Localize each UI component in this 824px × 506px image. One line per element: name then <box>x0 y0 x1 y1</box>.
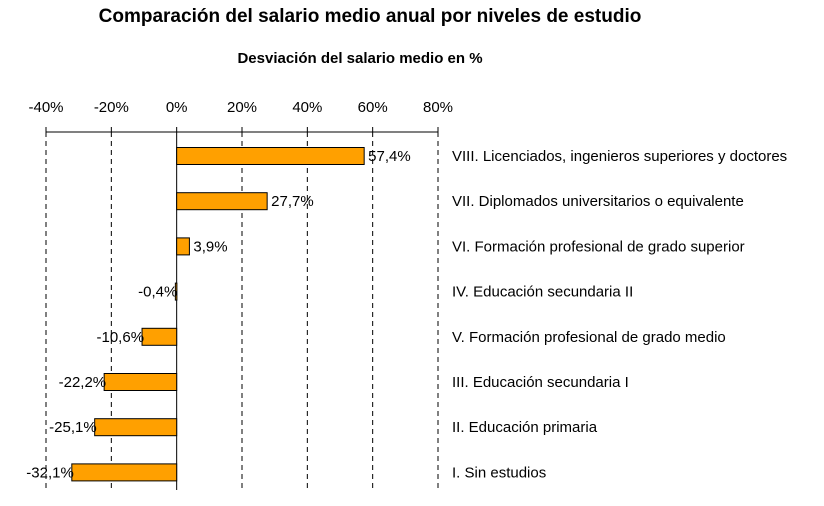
category-label: II. Educación primaria <box>452 419 598 436</box>
bar <box>176 192 268 211</box>
value-label: 3,9% <box>193 238 227 255</box>
x-tick-label: -20% <box>94 99 129 116</box>
chart-title: Comparación del salario medio anual por … <box>98 6 642 27</box>
bar <box>141 327 178 346</box>
x-tick-label: 60% <box>358 99 388 116</box>
bar-layer <box>71 147 365 482</box>
bar <box>94 418 178 437</box>
x-tick-label: 20% <box>227 99 257 116</box>
x-tick-label: 0% <box>166 99 188 116</box>
grid-layer <box>45 132 439 490</box>
x-tick-label: 40% <box>292 99 322 116</box>
value-label: -10,6% <box>97 329 145 346</box>
value-label: -25,1% <box>49 419 97 436</box>
value-label: 57,4% <box>368 148 411 165</box>
category-label: VII. Diplomados universitarios o equival… <box>452 193 744 210</box>
category-label: VI. Formación profesional de grado super… <box>452 238 745 255</box>
bar <box>176 147 365 165</box>
value-label: -22,2% <box>59 374 107 391</box>
value-label: 27,7% <box>271 193 314 210</box>
bar <box>103 373 178 391</box>
x-tick-label: 80% <box>423 99 453 116</box>
category-label: I. Sin estudios <box>452 464 546 481</box>
value-label: -0,4% <box>138 284 177 301</box>
category-label: III. Educación secundaria I <box>452 374 629 391</box>
x-tick-label: -40% <box>28 99 63 116</box>
chart-subtitle: Desviación del salario medio en % <box>237 50 483 67</box>
bar <box>176 237 190 256</box>
category-label: VIII. Licenciados, ingenieros superiores… <box>452 148 787 165</box>
category-label: V. Formación profesional de grado medio <box>452 329 726 346</box>
axis-layer: -40% -20% 0% 20% 40% 60% 80% <box>28 99 453 490</box>
label-layer: 57,4% VIII. Licenciados, ingenieros super… <box>26 148 787 481</box>
value-label: -32,1% <box>26 464 74 481</box>
bar <box>71 463 178 482</box>
bar <box>174 282 178 301</box>
category-label: IV. Educación secundaria II <box>452 284 633 301</box>
